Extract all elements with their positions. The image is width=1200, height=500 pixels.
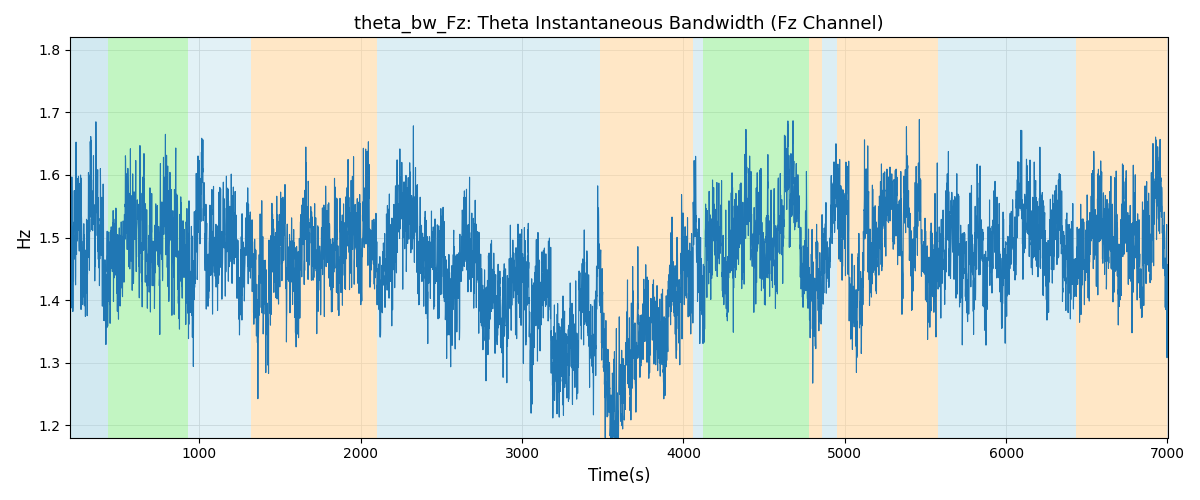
Bar — [809, 38, 822, 438]
Bar — [938, 38, 1075, 438]
Title: theta_bw_Fz: Theta Instantaneous Bandwidth (Fz Channel): theta_bw_Fz: Theta Instantaneous Bandwid… — [354, 15, 883, 34]
Bar — [251, 38, 377, 438]
Y-axis label: Hz: Hz — [14, 227, 32, 248]
Bar — [108, 38, 188, 438]
Bar — [703, 38, 809, 438]
Bar — [1075, 38, 1168, 438]
Bar — [71, 38, 108, 438]
Bar — [836, 38, 938, 438]
Bar — [822, 38, 836, 438]
Bar — [188, 38, 251, 438]
Bar — [377, 38, 600, 438]
Bar — [694, 38, 703, 438]
Bar — [600, 38, 694, 438]
X-axis label: Time(s): Time(s) — [588, 467, 650, 485]
